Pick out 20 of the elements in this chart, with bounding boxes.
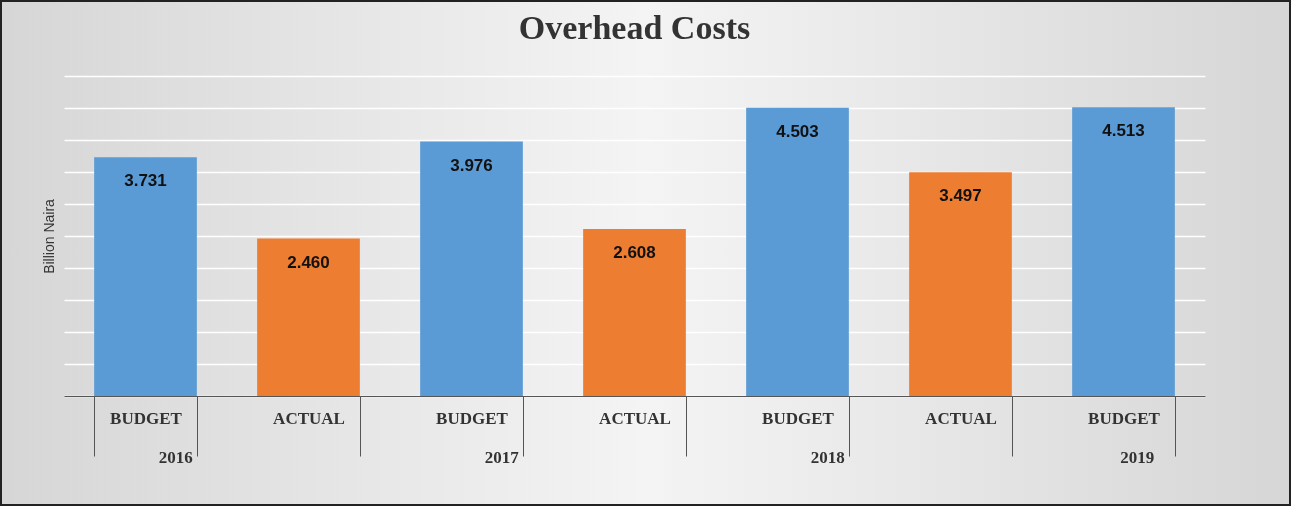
text: 2018	[810, 448, 845, 467]
data-label: 3.731	[124, 171, 167, 191]
x-tick-label: ACTUAL	[273, 408, 345, 428]
data-label: 4.503	[776, 121, 819, 141]
x-tick-label: BUDGET	[1088, 408, 1161, 428]
x-tick-label: BUDGET	[436, 408, 509, 428]
data-label: 3.497	[939, 186, 982, 206]
chart-title: Overhead Costs	[518, 9, 751, 46]
text: 2016	[158, 448, 193, 467]
data-label: 3.976	[450, 155, 493, 175]
text: 2017	[484, 448, 520, 467]
x-tick-label: ACTUAL	[925, 408, 997, 428]
x-tick-label: BUDGET	[110, 408, 183, 428]
x-tick-label: BUDGET	[762, 408, 835, 428]
text: 2019	[1120, 448, 1155, 467]
data-label: 2.608	[613, 243, 656, 263]
y-axis-title: Billion Naira	[40, 198, 57, 274]
x-tick-label: ACTUAL	[599, 408, 671, 428]
data-label: 2.460	[287, 252, 330, 272]
data-label: 4.513	[1102, 121, 1145, 141]
